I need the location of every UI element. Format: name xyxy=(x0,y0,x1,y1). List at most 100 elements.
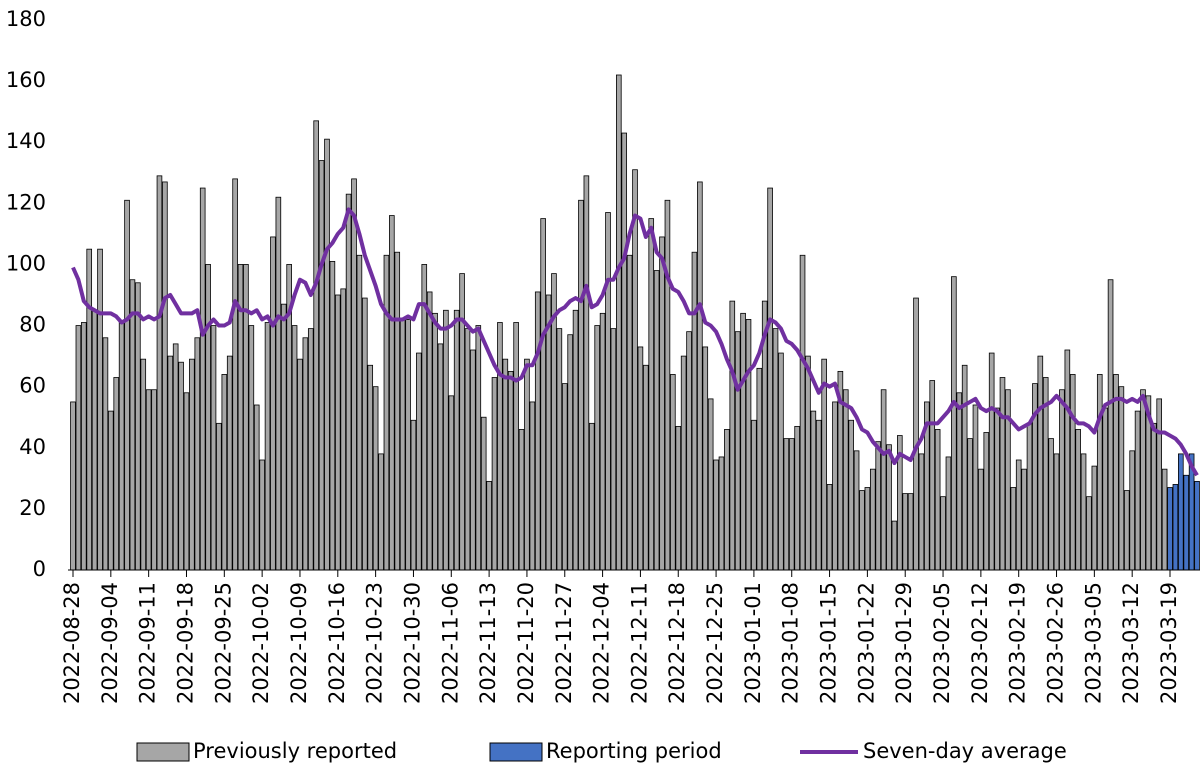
bar xyxy=(826,484,833,571)
bar xyxy=(648,218,655,571)
bar xyxy=(664,199,671,571)
legend-label: Previously reported xyxy=(193,739,397,763)
bar xyxy=(264,322,271,571)
bar xyxy=(518,429,525,571)
bar xyxy=(491,377,498,571)
x-tick-label: 2022-10-02 xyxy=(249,582,273,704)
bar xyxy=(815,419,822,571)
bar xyxy=(751,419,757,571)
x-tick-label: 2022-10-16 xyxy=(325,582,349,704)
x-tick-label: 2023-01-22 xyxy=(854,582,878,704)
bar xyxy=(118,322,125,571)
bar xyxy=(913,297,919,571)
x-tick-label: 2022-11-20 xyxy=(514,582,538,704)
bar xyxy=(848,419,854,571)
y-tick-label: 140 xyxy=(6,129,46,153)
y-tick-label: 160 xyxy=(6,68,46,92)
x-tick-label: 2022-12-18 xyxy=(665,582,689,704)
bar xyxy=(437,343,444,571)
bar xyxy=(659,236,665,571)
bar xyxy=(967,438,973,571)
x-tick-label: 2023-02-19 xyxy=(1006,582,1030,704)
bar xyxy=(707,398,714,571)
x-tick-label: 2022-10-23 xyxy=(363,582,387,704)
legend-label: Seven-day average xyxy=(863,739,1067,763)
x-tick-label: 2023-03-05 xyxy=(1081,582,1105,704)
bar xyxy=(270,236,276,571)
bar xyxy=(1161,468,1168,571)
legend-item: Seven-day average xyxy=(800,739,1067,763)
bar xyxy=(632,169,638,571)
bar xyxy=(216,422,222,571)
bar xyxy=(988,352,995,571)
bar xyxy=(383,254,390,571)
bar xyxy=(351,178,357,571)
bar xyxy=(859,490,865,571)
legend-label: Reporting period xyxy=(546,739,722,763)
bar xyxy=(588,422,595,571)
bar xyxy=(259,459,265,571)
bar xyxy=(151,389,157,571)
bar xyxy=(205,264,211,571)
bar xyxy=(956,392,963,571)
bar xyxy=(232,178,238,571)
bar xyxy=(1064,349,1071,571)
bar xyxy=(1037,355,1044,571)
bar xyxy=(1080,453,1087,571)
bar xyxy=(378,453,384,571)
x-tick-label: 2023-01-15 xyxy=(817,582,841,704)
bar xyxy=(324,138,330,571)
bar xyxy=(545,294,552,571)
bar xyxy=(853,450,860,571)
x-tick-label: 2022-11-27 xyxy=(552,582,576,704)
bar xyxy=(1091,465,1098,571)
bar xyxy=(940,496,946,571)
bar xyxy=(443,309,449,571)
bar xyxy=(697,181,703,571)
bar xyxy=(713,459,719,571)
bar xyxy=(1059,389,1065,571)
bar xyxy=(1075,429,1081,571)
bar xyxy=(399,319,406,571)
bar xyxy=(556,328,563,571)
bar xyxy=(702,346,709,571)
bar xyxy=(426,291,433,571)
bar xyxy=(340,288,346,571)
x-tick-label: 2022-11-06 xyxy=(438,582,462,704)
bar xyxy=(91,309,98,571)
y-tick-label: 0 xyxy=(33,557,46,581)
y-tick-label: 100 xyxy=(6,251,46,275)
bar xyxy=(189,358,195,571)
y-tick-label: 80 xyxy=(19,313,46,337)
bar xyxy=(740,312,746,571)
bar xyxy=(983,432,990,571)
bar xyxy=(486,480,492,571)
x-tick-label: 2022-11-13 xyxy=(476,582,500,704)
bar xyxy=(869,468,876,571)
bar xyxy=(140,358,147,571)
bar xyxy=(275,196,282,571)
bar xyxy=(1134,410,1141,571)
bar xyxy=(362,297,368,571)
bar xyxy=(507,370,514,571)
bar xyxy=(356,254,363,571)
bar xyxy=(464,328,471,571)
bar xyxy=(475,325,482,571)
x-tick-label: 2023-01-01 xyxy=(741,582,765,704)
bar xyxy=(405,319,411,571)
x-tick-label: 2022-10-09 xyxy=(287,582,311,704)
bar xyxy=(724,429,730,571)
x-tick-label: 2023-02-05 xyxy=(930,582,954,704)
bar xyxy=(1026,422,1033,571)
bar xyxy=(934,429,941,571)
bar xyxy=(621,132,628,571)
bar xyxy=(1129,450,1135,571)
bar xyxy=(832,401,838,571)
x-tick-label: 2022-09-11 xyxy=(136,582,160,704)
bar xyxy=(594,325,600,571)
bar xyxy=(1048,438,1054,571)
x-tick-label: 2022-12-11 xyxy=(627,582,651,704)
bar xyxy=(102,337,109,571)
bar xyxy=(70,401,76,571)
bar xyxy=(1172,484,1179,571)
